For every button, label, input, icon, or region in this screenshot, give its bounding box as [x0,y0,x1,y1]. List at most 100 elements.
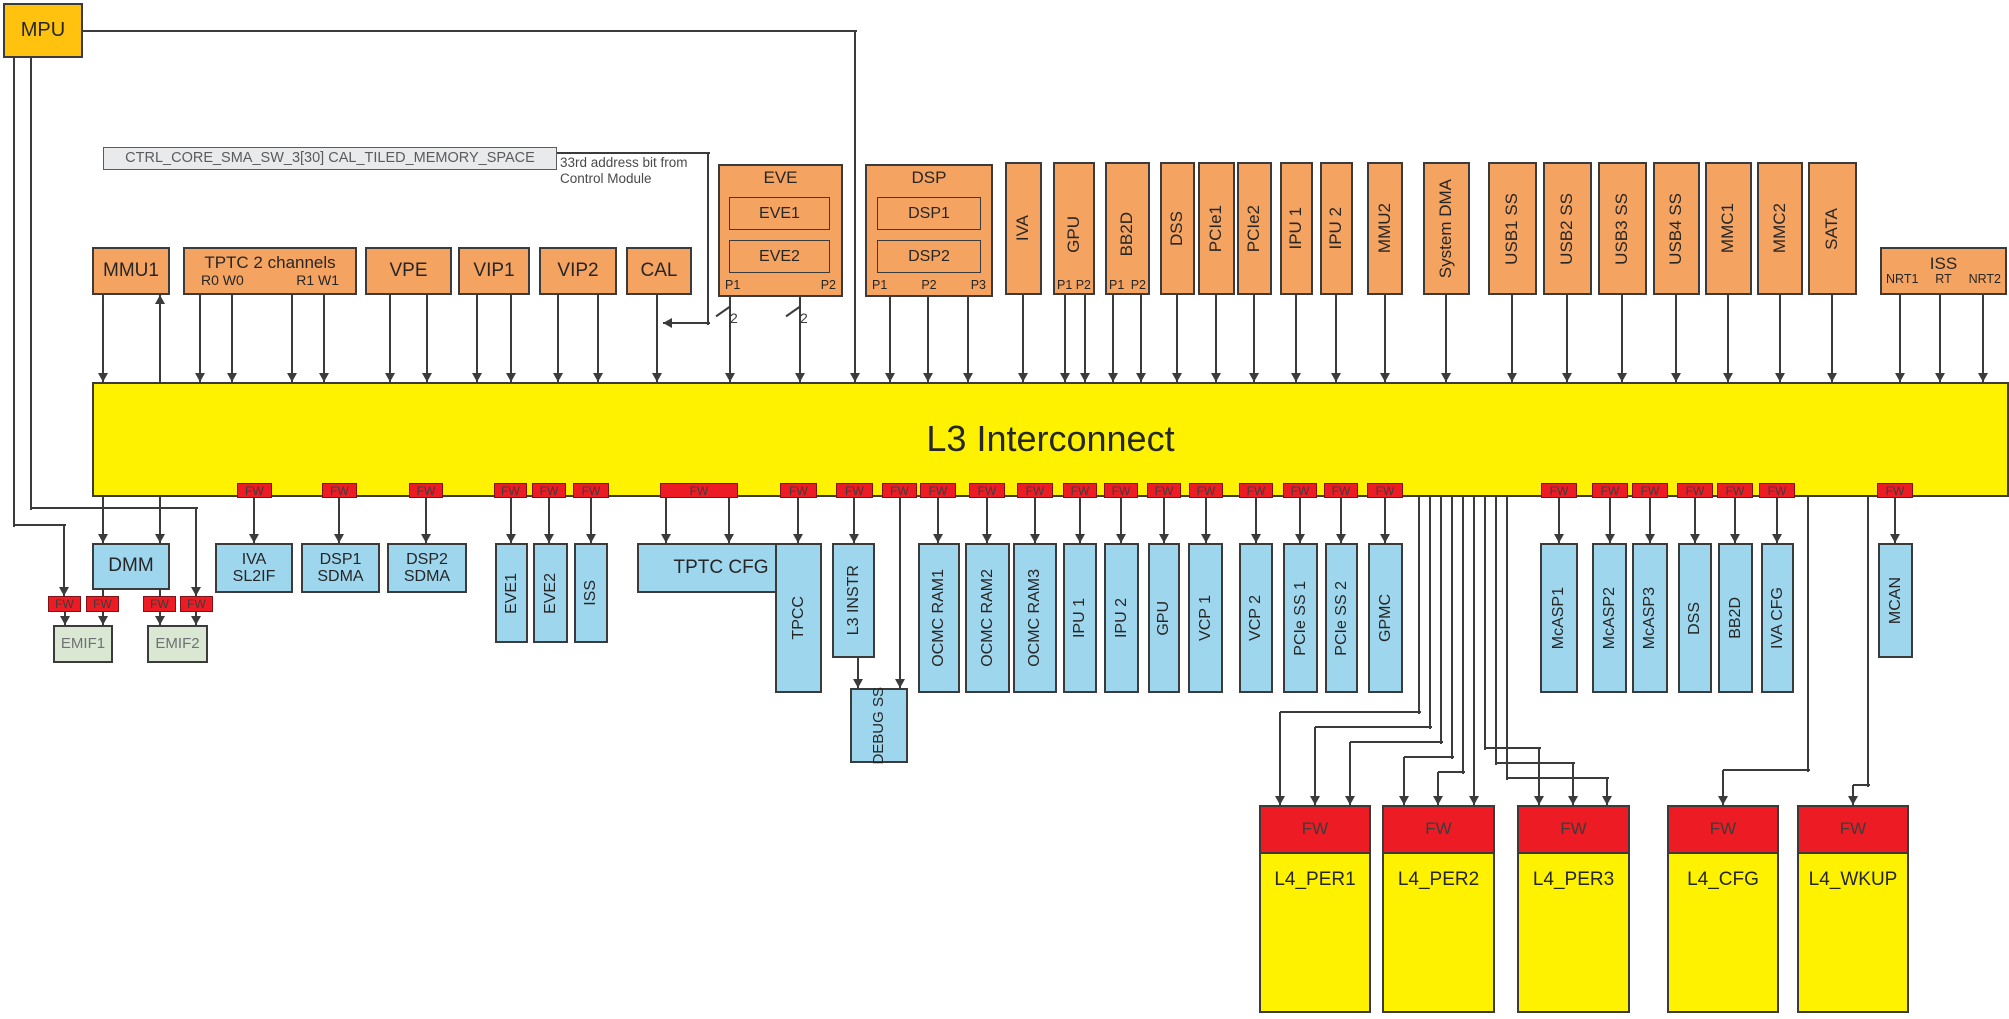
fw-label: FW [1640,483,1660,498]
bus-width-value: 2 [730,310,738,326]
arrowhead [1380,534,1390,543]
iva-sl2if-line1: IVA [241,550,267,568]
connector-line [1572,763,1574,807]
arrowhead [1602,796,1612,805]
connector-line [1566,295,1568,384]
arrowhead [663,318,672,328]
dsp-port: P1 [872,278,888,292]
note-line1: 33rd address bit from [560,155,688,170]
connector-line [1295,295,1297,384]
connector-line [1722,770,1724,807]
arrowhead [422,373,432,382]
connector-line [1280,711,1421,713]
block-mmc1: MMC1 [1705,162,1752,295]
connector-line [590,497,592,545]
control-register-label: CTRL_CORE_SMA_SW_3[30] CAL_TILED_MEMORY_… [103,147,557,170]
iss-port: RT [1935,272,1952,287]
fw-label: FW [1560,819,1587,839]
arrowhead [933,534,943,543]
arrowhead [1201,534,1211,543]
connector-line [1451,497,1453,759]
fw-label: FW [1290,483,1310,498]
firewall-tag: FW [86,596,119,612]
block-emif1: EMIF1 [53,625,113,663]
block-l4-per3: FW L4_PER3 [1517,805,1630,1013]
block-eve1: EVE1 [495,543,528,643]
connector-line [1507,777,1609,779]
bus-width-label: 2 [730,310,738,326]
connector-line [1315,726,1432,728]
connector-line [1484,497,1486,750]
block-iss: ISS [574,543,608,643]
firewall-tag: FW [780,483,817,498]
block-eve2: EVE2 [533,543,568,643]
connector-line [937,497,939,545]
block-dss-label: DSS [1686,601,1704,635]
arrowhead [1018,373,1028,382]
arrowhead [191,587,201,596]
fw-label: FW [501,483,520,498]
arrowhead [1507,373,1517,382]
arrowhead [1433,796,1443,805]
fw-label: FW [1331,483,1351,498]
firewall-tag: FW [882,483,917,498]
connector-line [797,497,799,545]
arrowhead [1060,373,1070,382]
l3-interconnect-bar: L3 Interconnect [92,382,2009,497]
firewall-tag: FW [1717,483,1753,498]
block-l3-instr-label: L3 INSTR [844,565,862,636]
arrowhead [593,373,603,382]
block-vcp1: VCP 1 [1188,543,1223,693]
block-iva-cfg-label: IVA CFG [1768,587,1786,649]
block-gpmc: GPMC [1368,543,1403,693]
connector-line [1779,295,1781,384]
fw-label: FW [789,483,808,498]
connector-line [1831,295,1833,384]
connector-line [1120,497,1122,545]
arrowhead [1211,373,1221,382]
block-pcie1: PCIe1 [1198,162,1235,295]
l4_per1-label: L4_PER1 [1274,869,1356,890]
connector-line [1495,497,1497,765]
block-mcan-label: MCAN [1886,576,1904,625]
l4_per3-label: L4_PER3 [1532,869,1615,890]
fw-label: FW [1196,483,1216,498]
connector-line [967,297,969,384]
block-vpe-label: VPE [389,259,428,281]
connector-line [728,497,730,545]
fw-label: FW [539,483,559,498]
block-mmu1-label: MMU1 [103,259,159,281]
block-ocmc1: OCMC RAM1 [918,543,960,693]
fw-label: FW [689,483,709,498]
block-dsp: DSP [865,164,993,297]
connector-line [1606,778,1608,807]
connector-line [857,658,859,690]
arrowhead [98,534,108,543]
fw-label: FW [150,597,169,611]
arrowhead [1605,534,1615,543]
connector-line [853,497,855,545]
arrowhead [586,534,596,543]
arrowhead [421,534,431,543]
arrowhead [1116,534,1126,543]
bus-width-label: 2 [800,310,808,326]
block-dmm: DMM [92,543,170,590]
firewall-tag: FW [573,483,609,498]
arrowhead [1399,796,1409,805]
arrowhead [334,534,344,543]
block-ipu1: IPU 1 [1063,543,1097,693]
block-emif2: EMIF2 [147,625,208,663]
fw-label: FW [1375,483,1395,498]
block-vcp2-label: VCP 2 [1247,595,1265,641]
block-sata: SATA [1808,162,1857,295]
block-tptc: TPTC 2 channels R0 W0 R1 W1 [183,247,357,295]
connector-line [557,295,559,384]
connector-line [548,497,550,545]
block-debug-ss: DEBUG SS [850,687,908,764]
block-pcie2-label: PCIe2 [1244,204,1264,253]
connector-line [557,152,710,154]
connector-line [159,295,161,384]
connector-line [1163,497,1165,545]
firewall-tag: FW [322,483,357,498]
